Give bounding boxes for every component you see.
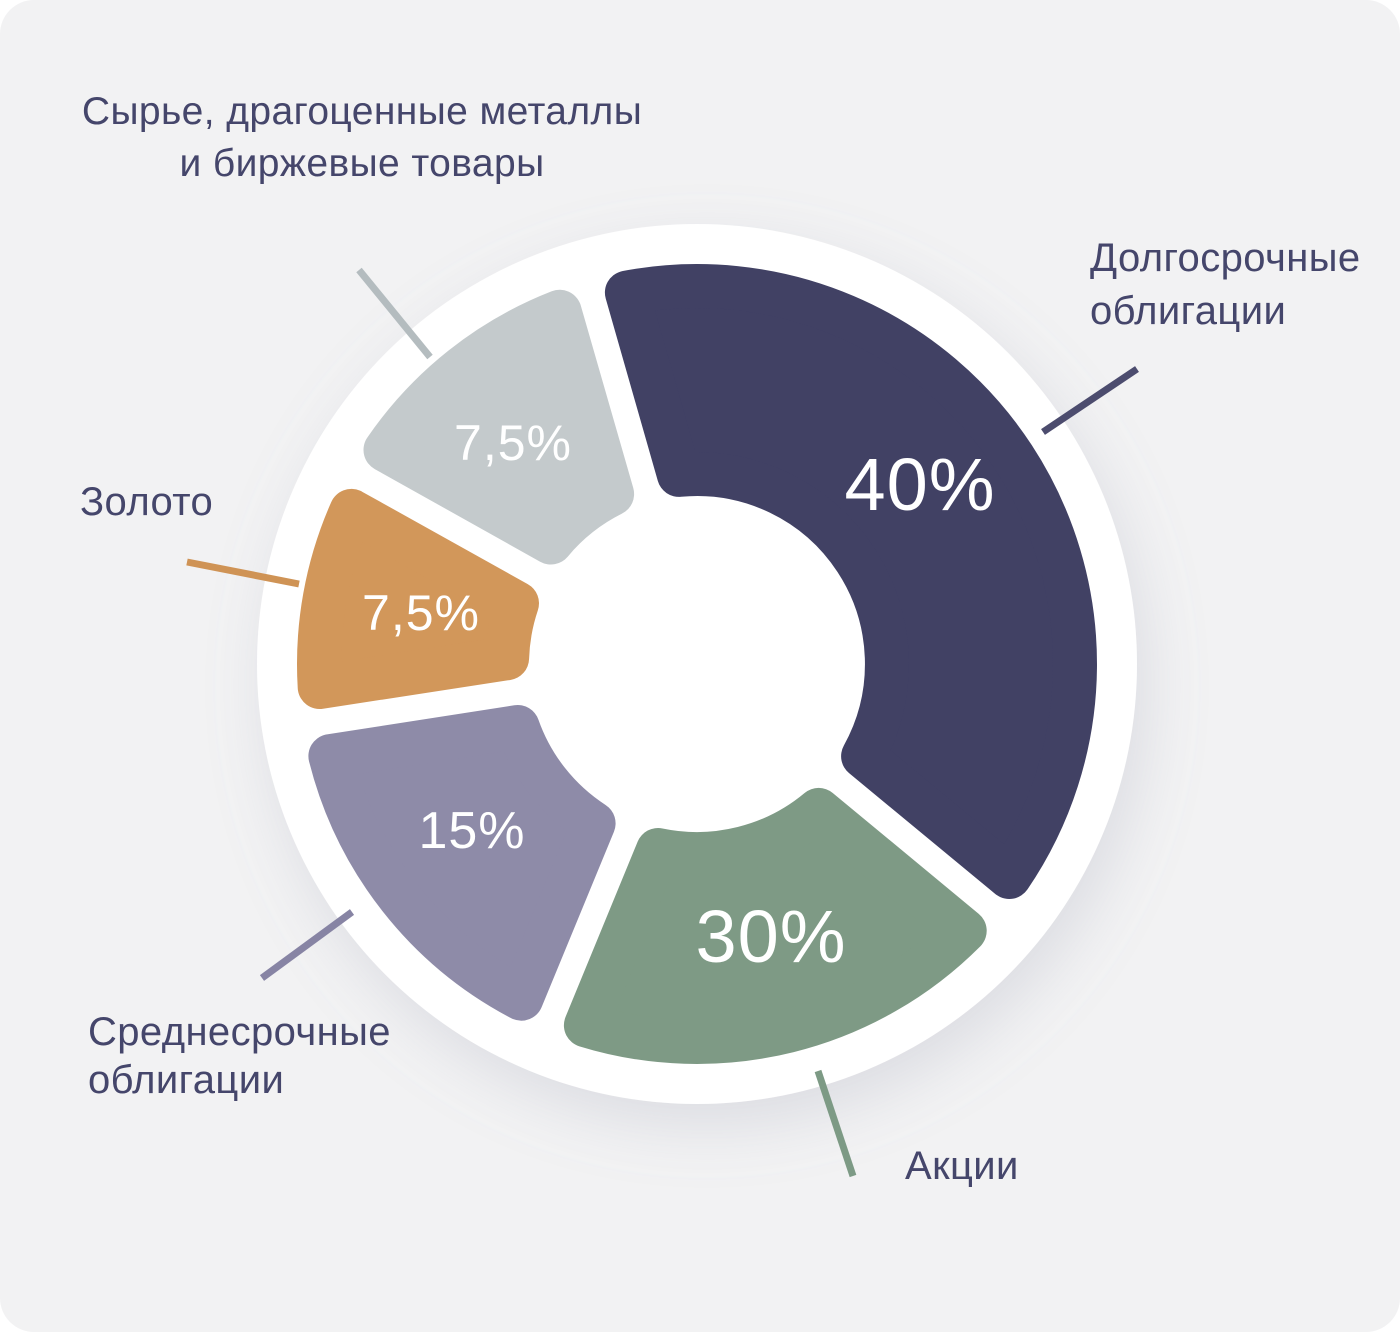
value-label-commodities: 7,5% (454, 415, 572, 471)
leader-line-commodities (356, 267, 433, 360)
label-mid-bonds: Среднесрочные облигации (88, 1008, 391, 1104)
label-gold-line1: Золото (80, 480, 214, 524)
leader-line-stocks (814, 1069, 857, 1178)
donut-slice-1 (563, 787, 987, 1064)
label-long-bonds-line1: Долгосрочные (1090, 236, 1361, 280)
label-mid-bonds-line1: Среднесрочные (88, 1010, 391, 1054)
label-commodities: Сырье, драгоценные металлы и биржевые то… (62, 86, 662, 190)
value-label-stocks: 30% (695, 895, 846, 978)
donut-slice-2 (308, 705, 616, 1021)
leader-line-gold (186, 558, 300, 588)
label-stocks: Акции (905, 1142, 1019, 1190)
value-label-gold: 7,5% (362, 585, 480, 641)
leader-line-mid-bonds (259, 909, 355, 981)
leader-line-long-bonds (1041, 366, 1139, 435)
label-stocks-line1: Акции (905, 1144, 1019, 1188)
label-commodities-line2: и биржевые товары (179, 142, 545, 185)
label-long-bonds-line2: облигации (1090, 289, 1287, 333)
donut-slices (297, 264, 1097, 1064)
donut-slice-0 (604, 264, 1097, 899)
label-long-bonds: Долгосрочные облигации (1090, 232, 1361, 338)
label-gold: Золото (80, 478, 213, 526)
donut-slice-3 (297, 488, 539, 709)
value-label-mid-bonds: 15% (418, 802, 525, 860)
value-label-long-bonds: 40% (844, 443, 995, 526)
donut-slice-4 (363, 289, 635, 565)
label-commodities-line1: Сырье, драгоценные металлы (81, 90, 643, 133)
label-mid-bonds-line2: облигации (88, 1058, 285, 1102)
